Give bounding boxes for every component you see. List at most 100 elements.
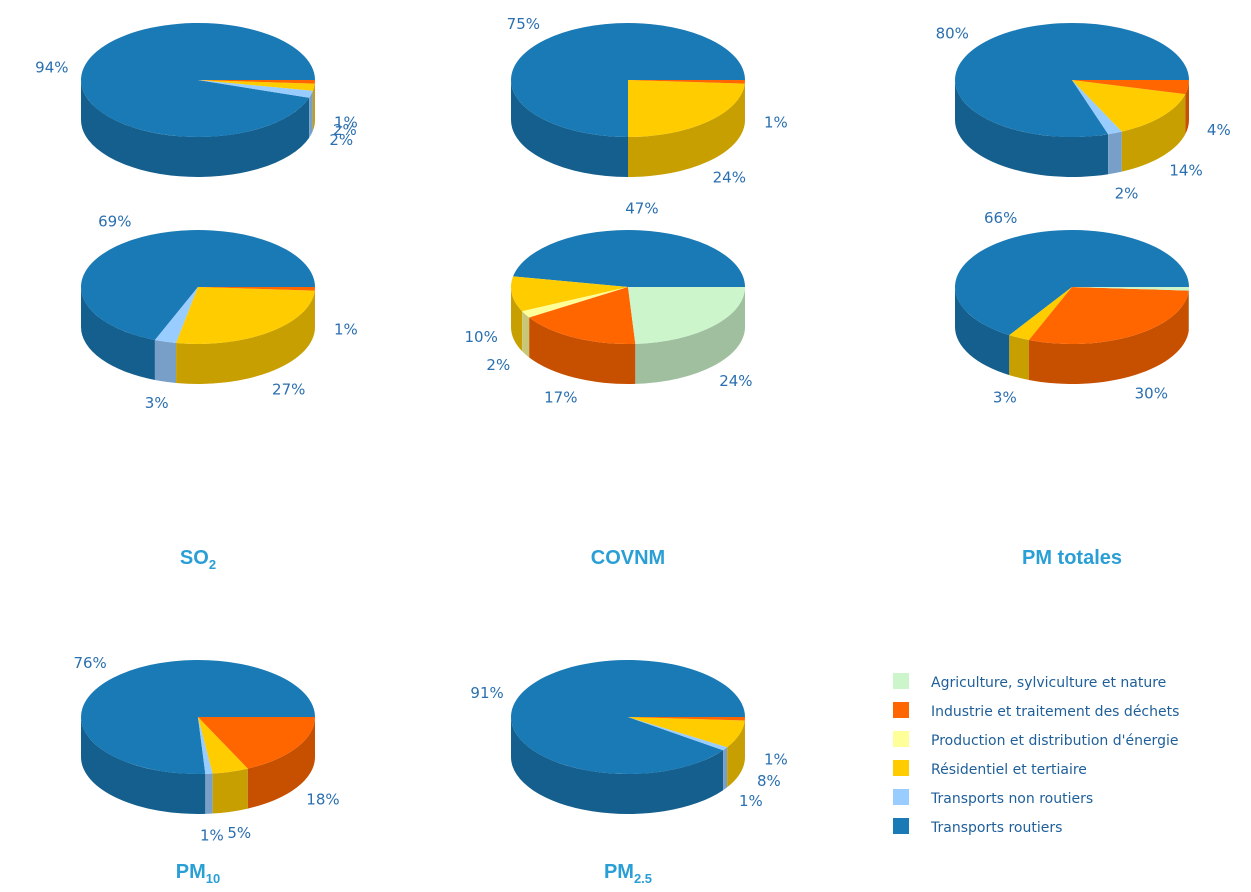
pie-slice-transports_non_routiers [198,80,313,98]
pie-slice-transports_non_routiers [1072,80,1122,135]
pie-side-transports_routiers [81,80,310,178]
pie-slice-transports_routiers [513,229,745,287]
pie-side-agriculture [635,287,745,384]
pie-slice-production [522,287,628,318]
legend-label-residentiel: Résidentiel et tertiaire [931,762,1087,778]
pie-slice-industrie [1072,80,1189,95]
slice-label-industrie: 17% [544,388,577,406]
legend-swatch-transports_routiers [893,818,909,834]
slice-label-transports_routiers: 91% [470,684,503,702]
legend-label-industrie: Industrie et traitement des déchets [931,704,1179,720]
slice-label-industrie: 4% [1207,121,1231,139]
legend-swatch-transports_non_routiers [893,789,909,805]
pie-chart-2: 80%2%14%4%CO2 [936,23,1231,258]
pie-slice-transports_routiers [81,230,315,340]
slice-label-transports_non_routiers: 2% [1115,184,1139,202]
slice-label-industrie: 1% [764,750,788,768]
slice-label-residentiel: 27% [272,380,305,398]
slice-label-transports_non_routiers: 2% [329,131,353,149]
legend: Agriculture, sylviculture et nature Indus… [893,673,1179,836]
slice-label-transports_routiers: 47% [625,199,658,217]
slice-label-residentiel: 24% [713,169,746,187]
pie-side-residentiel [727,720,745,788]
slice-label-production: 2% [486,356,510,374]
pie-slice-residentiel [628,80,745,137]
slice-label-industrie: 1% [764,113,788,131]
pie-side-industrie [247,717,315,809]
pie-slice-residentiel [176,287,315,344]
pie-side-transports_routiers [511,717,724,815]
pie-side-production [522,311,530,358]
pie-slice-residentiel [1072,80,1186,132]
slice-label-industrie: 1% [334,114,358,132]
legend-label-transports_non_routiers: Transports non routiers [930,791,1093,807]
pie-slice-residentiel [628,717,745,748]
slice-label-transports_non_routiers: 1% [200,827,224,845]
pie-slice-transports_non_routiers [628,717,728,751]
pie-side-industrie [529,317,636,384]
pie-side-transports_non_routiers [723,747,728,791]
pie-title: SO2 [180,547,216,572]
pie-side-industrie [1185,80,1189,135]
slice-label-transports_routiers: 76% [73,654,106,672]
pie-side-residentiel [1009,335,1029,380]
legend-swatch-agriculture [893,673,909,689]
pie-slice-transports_routiers [955,23,1189,138]
pie-side-residentiel [1121,94,1186,172]
pie-slice-transports_non_routiers [198,717,213,774]
pie-slice-transports_routiers [80,23,315,138]
pie-side-transports_routiers [511,80,628,177]
slice-label-residentiel: 3% [993,388,1017,406]
pie-side-transports_routiers [81,717,206,815]
pie-slice-industrie [529,287,636,344]
pie-slice-transports_non_routiers [154,287,198,343]
pie-side-residentiel [212,768,248,814]
pie-slice-residentiel [198,80,315,91]
pie-chart-4: 47% 10% 2% 17% 24% COVNM [464,199,752,569]
pie-side-residentiel [312,83,315,131]
pie-chart-3: 69% 3% 27% 1% SO2 [81,213,358,572]
legend-swatch-production [893,731,909,747]
pie-slice-agriculture [628,287,745,344]
legend-label-production: Production et distribution d'énergie [931,733,1178,749]
slice-label-transports_non_routiers: 1% [739,792,763,810]
pie-slice-residentiel [511,276,628,312]
pie-slice-industrie [1028,287,1189,344]
pie-side-transports_routiers [81,287,155,380]
pie-side-residentiel [511,287,523,352]
pie-side-transports_non_routiers [205,773,213,814]
pie-title: PM10 [176,861,220,886]
pie-side-transports_non_routiers [154,339,177,383]
slice-label-transports_routiers: 66% [984,209,1017,227]
pie-title: PM2.5 [604,861,652,886]
pie-chart-1: 75%24%1%CO [507,15,788,255]
legend-label-agriculture: Agriculture, sylviculture et nature [931,675,1166,691]
legend-swatch-industrie [893,702,909,718]
pie-side-transports_non_routiers [309,90,313,138]
slice-label-residentiel: 8% [757,772,781,790]
pie-title: COVNM [591,547,665,569]
slice-label-residentiel: 14% [1169,161,1202,179]
slice-label-transports_routiers: 75% [507,15,540,33]
slice-label-transports_non_routiers: 3% [145,394,169,412]
pie-slice-industrie [628,717,745,721]
pie-slice-residentiel [198,717,248,774]
pie-slice-agriculture [1072,287,1189,291]
pie-chart-6: 76% 1% 5% 18% PM10 [73,654,339,886]
slice-label-transports_routiers: 94% [35,59,68,77]
pie-side-industrie [1028,290,1189,384]
pie-chart-5: 66% 3% 30% PM totales [955,209,1189,569]
slice-label-residentiel: 10% [464,328,497,346]
slice-label-industrie: 18% [306,790,339,808]
slice-label-agriculture: 24% [719,372,752,390]
pie-slice-residentiel [1009,287,1072,340]
legend-swatch-residentiel [893,760,909,776]
slice-label-transports_routiers: 80% [936,25,969,43]
pie-side-transports_non_routiers [1108,131,1122,175]
pie-slice-industrie [198,80,315,84]
slice-label-residentiel: 2% [333,121,357,139]
slice-label-industrie: 1% [334,320,358,338]
pie-chart-7: 91% 1% 8% 1% PM2.5 [470,660,788,886]
pie-side-residentiel [628,83,745,177]
